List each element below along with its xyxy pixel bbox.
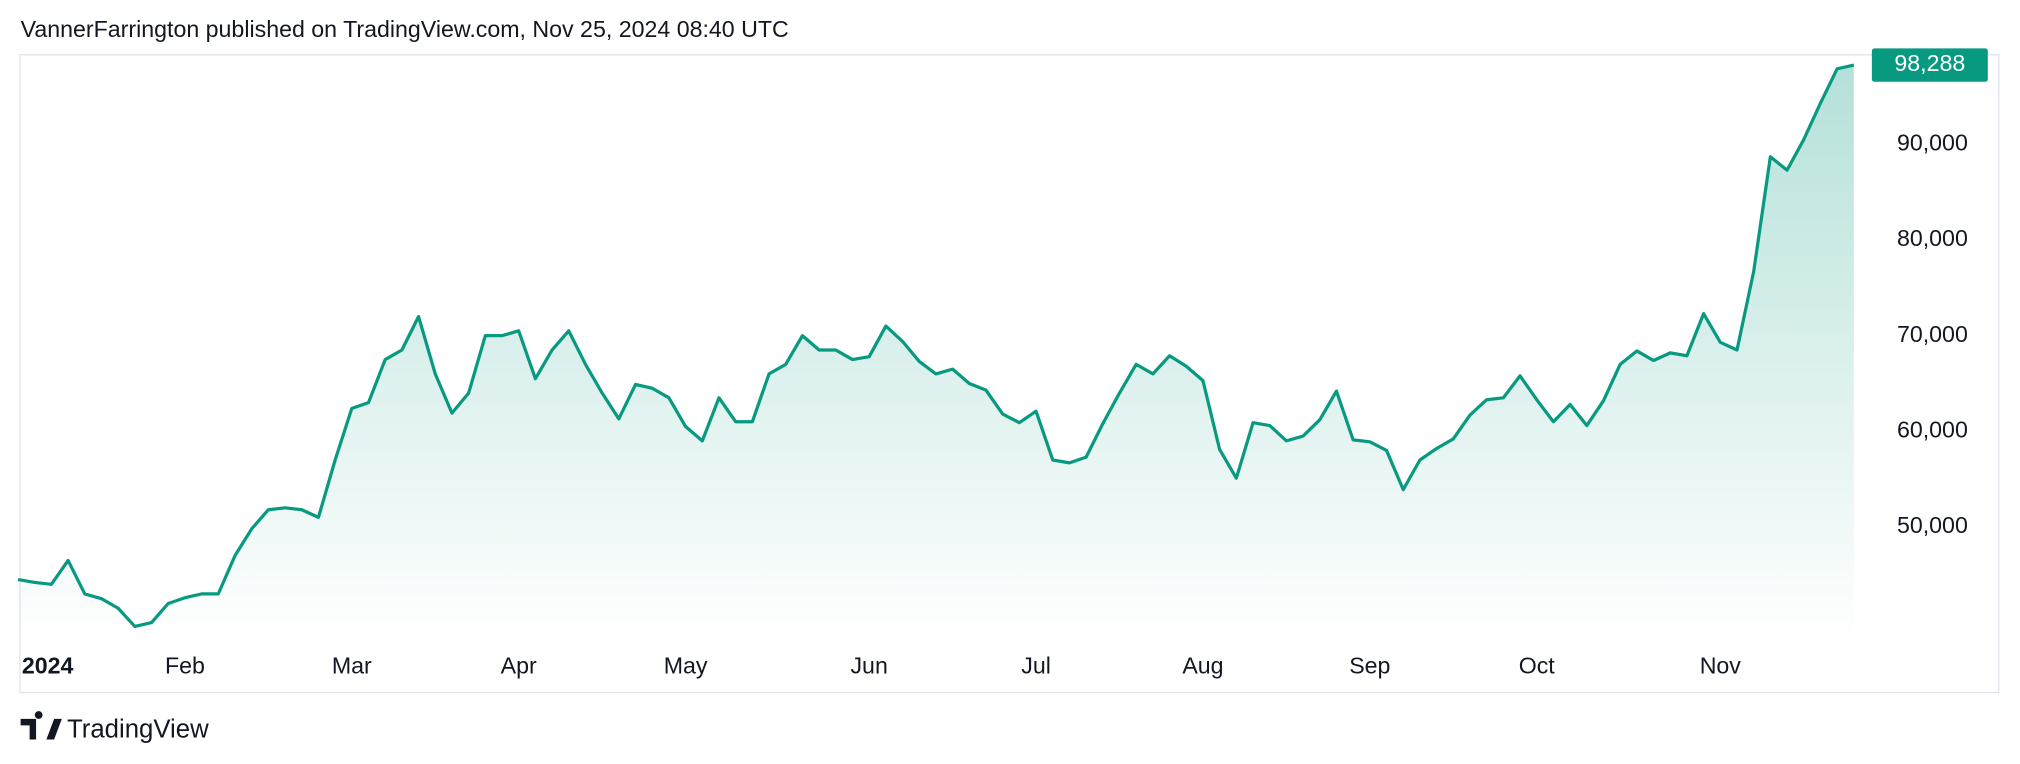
y-tick-label: 70,000	[1897, 321, 1968, 347]
x-tick-label: Oct	[1519, 652, 1556, 678]
x-tick-label: Aug	[1182, 652, 1223, 678]
price-badge	[1871, 48, 1988, 82]
y-tick-label: 90,000	[1897, 129, 1968, 155]
y-tick-label: 80,000	[1897, 225, 1968, 251]
x-tick-label: Mar	[332, 652, 372, 678]
y-tick-label: 60,000	[1897, 416, 1968, 442]
header: VannerFarrington published on TradingVie…	[21, 16, 789, 42]
x-tick-label: Apr	[501, 652, 537, 678]
x-tick-label: Sep	[1349, 652, 1390, 678]
x-tick-label: 2024	[22, 652, 74, 678]
price-label: 98,288	[1894, 50, 1965, 76]
x-tick-label: Jun	[850, 652, 887, 678]
y-tick-label: 50,000	[1897, 512, 1968, 538]
x-tick-label: Jul	[1021, 652, 1051, 678]
area-fill	[18, 65, 1854, 641]
logo	[20, 711, 62, 740]
footer-brand: TradingView	[67, 715, 209, 743]
x-tick-label: May	[664, 652, 708, 678]
x-tick-label: Feb	[165, 652, 205, 678]
x-tick-label: Nov	[1700, 652, 1742, 678]
price-line	[17, 63, 1855, 629]
chart-frame	[19, 54, 2000, 694]
